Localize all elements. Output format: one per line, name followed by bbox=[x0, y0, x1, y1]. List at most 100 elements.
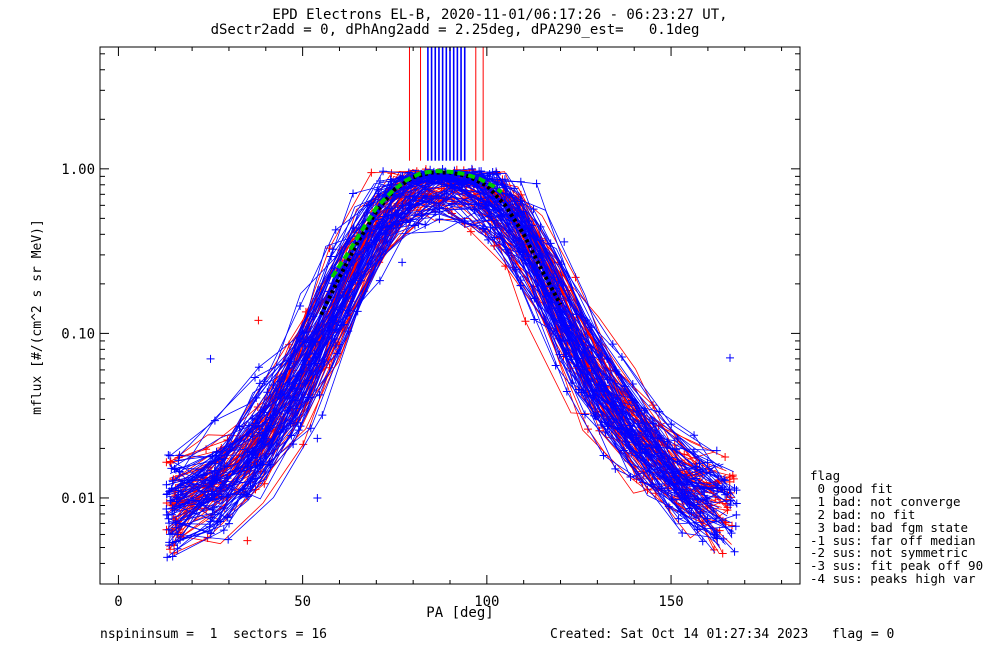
chart-title: EPD Electrons EL-B, 2020-11-01/06:17:26 … bbox=[272, 7, 728, 23]
blue-point bbox=[252, 393, 261, 402]
blue-point bbox=[168, 552, 177, 561]
blue-point bbox=[703, 514, 712, 523]
blue-point bbox=[296, 302, 305, 311]
blue-trace bbox=[169, 197, 735, 553]
blue-point bbox=[253, 461, 262, 470]
red-point bbox=[723, 506, 732, 515]
legend-item: 1 bad: not converge bbox=[810, 493, 961, 509]
legend-item: 3 bad: bad fgm state bbox=[810, 519, 969, 535]
blue-point bbox=[298, 337, 307, 346]
blue-point bbox=[490, 233, 499, 242]
blue-point bbox=[294, 418, 303, 427]
blue-trace bbox=[179, 171, 735, 489]
blue-point bbox=[712, 446, 721, 455]
blue-point bbox=[404, 168, 413, 177]
blue-point bbox=[349, 189, 358, 198]
blue-point bbox=[171, 465, 180, 474]
blue-point bbox=[327, 252, 336, 261]
blue-point bbox=[209, 503, 218, 512]
x-tick-label: 0 bbox=[114, 594, 122, 610]
blue-point bbox=[685, 501, 694, 510]
red-point bbox=[162, 458, 171, 467]
blue-point bbox=[618, 409, 627, 418]
blue-point bbox=[331, 225, 340, 234]
blue-point bbox=[596, 351, 605, 360]
blue-trace bbox=[166, 182, 726, 558]
red-trace bbox=[179, 196, 714, 545]
blue-point bbox=[655, 407, 664, 416]
footer-spin-info: nspininsum = 1 sectors = 16 bbox=[100, 627, 327, 642]
blue-point bbox=[598, 380, 607, 389]
blue-point bbox=[199, 471, 208, 480]
red-trace bbox=[176, 192, 699, 529]
blue-point bbox=[311, 359, 320, 368]
blue-point bbox=[474, 199, 483, 208]
blue-trace bbox=[168, 183, 721, 549]
blue-point bbox=[164, 514, 173, 523]
blue-point bbox=[344, 327, 353, 336]
blue-point bbox=[514, 247, 523, 256]
red-point bbox=[729, 474, 738, 483]
legend-title: flag bbox=[810, 468, 841, 483]
blue-point bbox=[672, 445, 681, 454]
blue-point bbox=[674, 514, 683, 523]
peak-vertical-lines bbox=[408, 47, 484, 161]
blue-point bbox=[492, 167, 501, 176]
blue-point bbox=[519, 248, 528, 257]
y-axis-label: mflux [#/(cm^2 s sr MeV)] bbox=[30, 219, 45, 415]
blue-point bbox=[165, 451, 174, 460]
blue-point bbox=[599, 451, 608, 460]
blue-point bbox=[304, 360, 313, 369]
blue-point bbox=[289, 440, 298, 449]
blue-point bbox=[516, 281, 525, 290]
blue-point bbox=[402, 218, 411, 227]
blue-point bbox=[165, 519, 174, 528]
blue-point bbox=[478, 224, 487, 233]
blue-point bbox=[302, 328, 311, 337]
blue-point bbox=[397, 213, 406, 222]
blue-point bbox=[219, 526, 228, 535]
blue-point bbox=[272, 387, 281, 396]
red-point bbox=[165, 545, 174, 554]
blue-point bbox=[510, 184, 519, 193]
blue-trace bbox=[179, 186, 724, 519]
blue-trace bbox=[177, 190, 707, 508]
red-point bbox=[721, 518, 730, 527]
blue-point bbox=[287, 357, 296, 366]
blue-point bbox=[730, 484, 739, 493]
blue-point bbox=[713, 487, 722, 496]
blue-point bbox=[162, 490, 171, 499]
blue-point bbox=[251, 373, 260, 382]
y-tick-label: 1.00 bbox=[61, 162, 95, 178]
y-tick-label: 0.01 bbox=[61, 491, 95, 507]
blue-point bbox=[165, 538, 174, 547]
red-traces bbox=[162, 165, 738, 558]
blue-point bbox=[721, 490, 730, 499]
legend-item: -1 sus: far off median bbox=[810, 532, 976, 548]
blue-point bbox=[437, 178, 446, 187]
blue-point bbox=[656, 449, 665, 458]
blue-point bbox=[638, 444, 647, 453]
blue-trace bbox=[179, 190, 717, 541]
blue-point bbox=[678, 529, 687, 537]
blue-point bbox=[306, 424, 315, 433]
black-fit-curve bbox=[319, 170, 563, 316]
blue-point bbox=[353, 269, 362, 278]
blue-point bbox=[477, 167, 486, 176]
blue-point bbox=[254, 363, 263, 372]
blue-point bbox=[625, 442, 634, 451]
blue-point bbox=[223, 512, 232, 521]
legend-item: -2 sus: not symmetric bbox=[810, 545, 969, 561]
blue-point bbox=[712, 514, 721, 523]
green-fit-curve bbox=[330, 168, 503, 279]
blue-point bbox=[255, 379, 264, 388]
blue-point bbox=[224, 535, 233, 544]
outlier-point bbox=[206, 354, 215, 363]
blue-point bbox=[318, 411, 327, 420]
blue-point bbox=[562, 387, 571, 396]
blue-point bbox=[168, 529, 177, 538]
blue-point bbox=[617, 352, 626, 361]
x-tick-label: 50 bbox=[294, 594, 311, 610]
blue-point bbox=[598, 387, 607, 396]
blue-point bbox=[280, 390, 289, 399]
